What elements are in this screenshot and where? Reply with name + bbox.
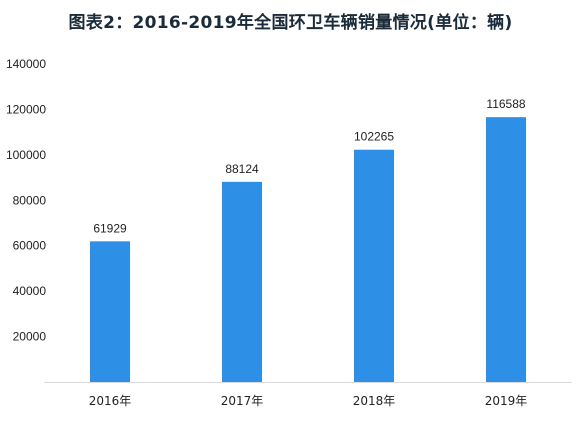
y-tick-label: 120000	[6, 102, 46, 116]
y-tick-label: 80000	[13, 193, 47, 207]
y-tick-label: 20000	[13, 330, 47, 344]
y-tick-label: 100000	[6, 148, 46, 162]
data-label: 88124	[225, 162, 259, 176]
data-label: 61929	[93, 221, 127, 235]
y-tick-label: 140000	[6, 57, 46, 71]
data-label: 102265	[354, 130, 394, 144]
y-tick-label: 40000	[13, 284, 47, 298]
bar	[90, 241, 130, 382]
data-label: 116588	[486, 97, 525, 111]
bar	[486, 117, 526, 383]
y-tick-label: 60000	[13, 239, 47, 253]
x-tick-label: 2016年	[89, 394, 132, 408]
x-tick-label: 2017年	[221, 394, 264, 408]
x-tick-label: 2019年	[485, 394, 528, 408]
x-tick-label: 2018年	[353, 394, 396, 408]
bar	[222, 181, 262, 382]
bar	[354, 149, 394, 382]
chart-title: 图表2：2016-2019年全国环卫车辆销量情况(单位：辆)	[68, 13, 513, 33]
